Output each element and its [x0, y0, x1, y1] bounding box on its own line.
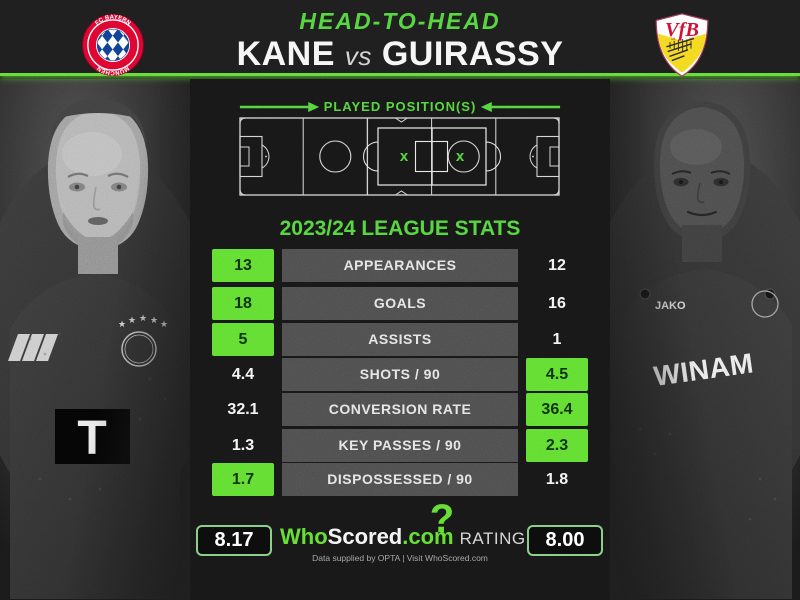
svg-text:★: ★ — [160, 319, 168, 329]
svg-text:★: ★ — [139, 313, 147, 323]
svg-text:VfB: VfB — [665, 19, 699, 41]
svg-text:?: ? — [430, 497, 454, 541]
svg-text:93: 93 — [689, 36, 693, 41]
svg-text:★: ★ — [128, 315, 136, 325]
svg-text:x: x — [400, 148, 409, 165]
svg-text:JAKO: JAKO — [655, 300, 686, 312]
svg-text:x: x — [456, 148, 465, 165]
svg-text:★: ★ — [150, 315, 158, 325]
svg-text:18: 18 — [671, 36, 675, 41]
svg-text:T: T — [77, 412, 106, 465]
svg-text:★: ★ — [118, 319, 126, 329]
